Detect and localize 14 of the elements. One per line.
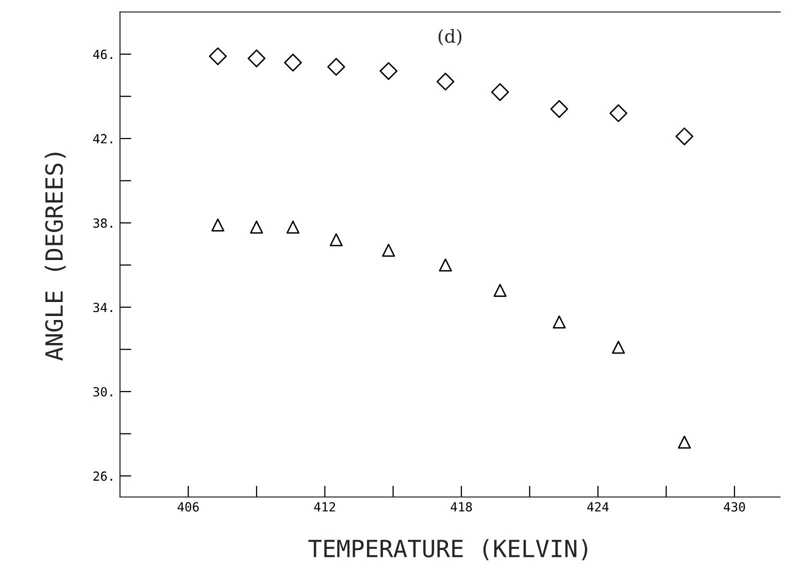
y-tick-label: 30.	[93, 387, 112, 397]
x-tick-label: 406	[178, 502, 199, 512]
annotation: (d)	[438, 28, 462, 46]
x-tick-label: 412	[314, 502, 336, 512]
y-tick-label: 26.	[93, 471, 112, 481]
y-tick-label: 34.	[93, 302, 112, 312]
y-tick-label: 46.	[93, 50, 112, 60]
y-axis-title: ANGLE (DEGREES)	[44, 152, 66, 361]
x-tick-label: 418	[450, 502, 472, 512]
x-axis-title: TEMPERATURE (KELVIN)	[308, 539, 588, 560]
x-tick-label: 424	[587, 502, 609, 512]
y-tick-label: 38.	[93, 218, 112, 228]
x-tick-label: 430	[724, 502, 745, 512]
y-tick-label: 42.	[93, 134, 112, 144]
